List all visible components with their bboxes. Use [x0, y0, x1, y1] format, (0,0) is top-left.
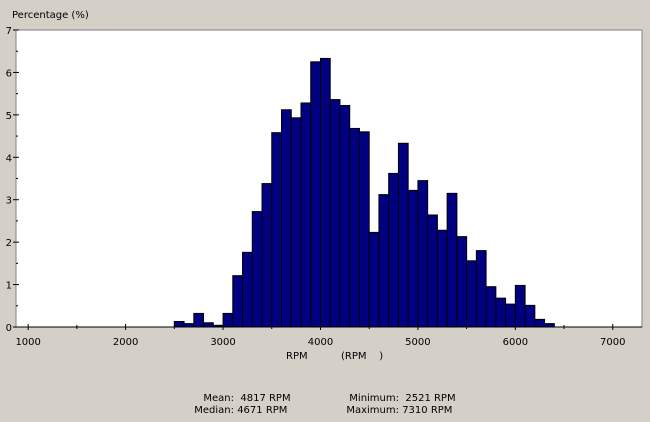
histogram-bar-4800 [397, 142, 409, 328]
x-tick-label-7000: 7000 [600, 337, 625, 348]
x-axis-unit: (RPM ) [341, 351, 383, 362]
maximum-value: 7310 RPM [402, 405, 453, 416]
histogram-bar-6100 [524, 304, 536, 328]
histogram-bar-3800 [300, 102, 312, 328]
stats-left: Mean: 4817 RPM Median: 4671 RPM [190, 393, 291, 417]
median-label: Median: [194, 405, 234, 416]
y-tick-label-1: 1 [6, 281, 12, 292]
histogram-bar-6300 [544, 323, 555, 328]
x-tick-label-6000: 6000 [503, 337, 528, 348]
stat-median: Median: 4671 RPM [190, 405, 291, 417]
histogram-bar-5700 [485, 286, 497, 328]
minimum-value: 2521 RPM [405, 393, 456, 404]
histogram-bar-5800 [495, 297, 507, 328]
x-tick-label-5000: 5000 [405, 337, 430, 348]
histogram-bar-4000 [319, 57, 331, 328]
stat-mean: Mean: 4817 RPM [190, 393, 291, 405]
histogram-bar-3500 [271, 132, 283, 328]
histogram-bar-4100 [329, 99, 341, 328]
x-tick-label-1000: 1000 [15, 337, 40, 348]
histogram-bar-5900 [505, 303, 516, 328]
y-axis-title: Percentage (%) [12, 10, 89, 21]
histogram-bar-3100 [232, 275, 244, 328]
histogram-bar-4400 [358, 131, 370, 328]
y-tick-label-5: 5 [6, 111, 12, 122]
mean-value: 4817 RPM [240, 393, 291, 404]
histogram-bar-5400 [456, 236, 468, 328]
histogram-bar-2600 [183, 323, 195, 328]
histogram-bar-4200 [339, 105, 351, 328]
histogram-bar-3400 [261, 183, 273, 328]
histogram-bar-3600 [281, 109, 292, 328]
minimum-label: Minimum: [349, 393, 399, 404]
histogram-bar-4600 [378, 194, 390, 328]
histogram-bar-3000 [222, 312, 234, 328]
x-tick-label-3000: 3000 [210, 337, 235, 348]
histogram-bar-6000 [514, 284, 526, 328]
histogram-bar-2700 [193, 312, 205, 328]
y-tick-label-0: 0 [6, 323, 12, 334]
histogram-bar-5500 [466, 260, 477, 328]
histogram-bar-3900 [310, 61, 321, 328]
x-axis-label: RPM [286, 351, 308, 362]
histogram-bar-4700 [388, 172, 399, 328]
y-tick-label-4: 4 [6, 153, 12, 164]
histogram-bar-3700 [290, 117, 302, 328]
histogram-bar-5100 [427, 214, 438, 328]
stat-maximum: Maximum: 7310 RPM [345, 405, 456, 417]
bars-layer [173, 57, 555, 328]
y-tick-label-2: 2 [6, 238, 12, 249]
axis-layer: 0 1 2 3 4 5 6 7 1000 2000 3000 4000 5000 6000 7000 [6, 26, 642, 348]
histogram-bar-5000 [417, 180, 429, 328]
histogram-bar-5200 [436, 229, 448, 328]
mean-label: Mean: [203, 393, 234, 404]
y-tick-label-6: 6 [6, 68, 12, 79]
maximum-label: Maximum: [346, 405, 399, 416]
histogram-bar-4300 [349, 127, 360, 328]
histogram-bar-5300 [446, 192, 458, 328]
histogram-bar-6200 [534, 318, 546, 328]
x-tick-label-2000: 2000 [113, 337, 138, 348]
histogram-bar-5600 [475, 250, 487, 328]
stat-minimum: Minimum: 2521 RPM [345, 393, 456, 405]
histogram-bar-2800 [203, 322, 214, 328]
histogram-bar-4900 [407, 189, 419, 328]
median-value: 4671 RPM [237, 405, 288, 416]
stats-right: Minimum: 2521 RPM Maximum: 7310 RPM [345, 393, 456, 417]
histogram-bar-3200 [242, 251, 253, 328]
histogram-bar-4500 [368, 231, 380, 328]
x-tick-label-4000: 4000 [308, 337, 333, 348]
y-tick-label-3: 3 [6, 196, 12, 207]
histogram-bar-2500 [173, 320, 185, 328]
histogram-bar-3300 [251, 211, 263, 328]
y-tick-label-7: 7 [6, 26, 12, 37]
